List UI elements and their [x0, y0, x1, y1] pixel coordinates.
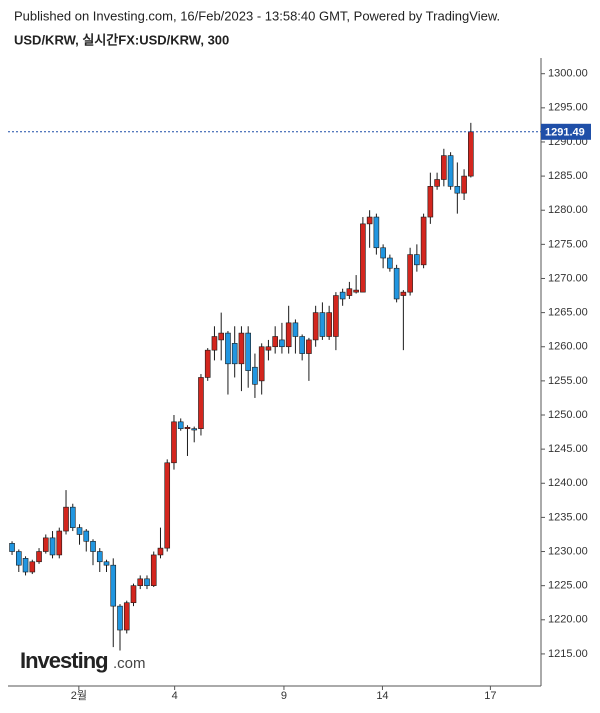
y-tick-label: 1240.00 — [548, 477, 588, 489]
candle-body — [204, 349, 211, 378]
candle-body — [137, 578, 144, 586]
candle-body — [292, 322, 299, 337]
candle-body — [447, 155, 454, 187]
candle-body — [225, 332, 231, 365]
candle-body — [285, 322, 292, 348]
candle-body — [198, 377, 204, 429]
candle-body — [312, 312, 319, 341]
x-tick-label: 9 — [281, 690, 287, 702]
candle-body — [90, 540, 96, 552]
candle-body — [339, 291, 346, 300]
y-tick-label: 1235.00 — [548, 511, 588, 523]
watermark-brand: Investing — [20, 648, 108, 673]
candle-body — [258, 346, 265, 382]
y-tick-label: 1275.00 — [548, 238, 588, 250]
x-tick-label: 2월 — [71, 689, 87, 702]
y-tick-label: 1285.00 — [548, 170, 588, 182]
candle-body — [245, 332, 251, 371]
y-tick-label: 1260.00 — [548, 341, 588, 353]
candle-body — [434, 179, 440, 187]
candle-body — [36, 551, 42, 563]
y-tick-label: 1255.00 — [548, 375, 588, 387]
candle-body — [265, 346, 272, 351]
candle-body — [326, 312, 332, 337]
y-tick-label: 1230.00 — [548, 545, 588, 557]
chart-subtitle: USD/KRW, 실시간FX:USD/KRW, 300 — [14, 32, 229, 47]
last-price-label: 1291.49 — [545, 127, 585, 139]
y-tick-label: 1245.00 — [548, 443, 588, 455]
y-tick-label: 1295.00 — [548, 102, 588, 114]
candle-body — [83, 530, 90, 542]
candle-body — [353, 289, 359, 293]
candle-body — [56, 530, 63, 556]
candle-body — [130, 585, 137, 604]
candle-body — [238, 332, 245, 365]
candle-body — [387, 257, 393, 269]
candle-body — [319, 312, 326, 337]
candle-body — [96, 551, 103, 563]
candle-body — [400, 291, 407, 296]
y-tick-label: 1270.00 — [548, 272, 588, 284]
candle-body — [177, 421, 184, 429]
candle-body — [407, 254, 413, 293]
candle-body — [144, 578, 150, 586]
y-tick-label: 1220.00 — [548, 614, 588, 626]
candle-body — [123, 602, 130, 631]
candle-body — [414, 254, 420, 266]
candle-body — [157, 547, 164, 556]
candle-body — [441, 155, 447, 180]
candle-body — [191, 428, 198, 431]
candle-body — [306, 339, 312, 354]
candle-body — [366, 216, 373, 225]
candle-body — [15, 551, 22, 566]
candle-body — [117, 605, 123, 631]
candle-body — [110, 564, 117, 607]
candle-body — [69, 506, 76, 528]
candle-body — [76, 527, 83, 535]
candle-body — [468, 131, 474, 177]
candle-body — [211, 336, 218, 351]
y-tick-label: 1225.00 — [548, 580, 588, 592]
y-tick-label: 1265.00 — [548, 307, 588, 319]
candle-body — [333, 295, 339, 337]
candle-body — [346, 288, 353, 296]
y-tick-label: 1215.00 — [548, 648, 588, 660]
candle-body — [279, 339, 285, 348]
candle-body — [171, 421, 177, 464]
x-tick-label: 4 — [172, 690, 178, 702]
candle-body — [461, 175, 467, 194]
candle-body — [380, 247, 386, 259]
candle-body — [150, 554, 157, 586]
candle-body — [22, 558, 29, 573]
x-tick-label: 17 — [484, 690, 496, 702]
y-tick-label: 1280.00 — [548, 204, 588, 216]
x-tick-label: 14 — [376, 690, 388, 702]
chart-title: Published on Investing.com, 16/Feb/2023 … — [14, 8, 500, 23]
candle-body — [29, 561, 36, 573]
candle-body — [184, 426, 191, 429]
candle-body — [103, 561, 110, 566]
y-tick-label: 1300.00 — [548, 68, 588, 80]
candle-body — [218, 332, 224, 341]
watermark-suffix: .com — [113, 655, 146, 672]
candle-body — [299, 336, 305, 354]
y-tick-label: 1250.00 — [548, 409, 588, 421]
candle-body — [454, 186, 461, 194]
candle-body — [393, 267, 400, 300]
candle-body — [427, 186, 434, 218]
candle-body — [420, 216, 427, 266]
candle-body — [42, 537, 49, 552]
candle-body — [272, 336, 278, 348]
candle-body — [373, 216, 380, 249]
candle-body — [252, 366, 258, 385]
last-price-box — [541, 123, 591, 140]
candle-body — [164, 462, 171, 549]
candle-body — [63, 506, 69, 532]
candle-body — [360, 223, 366, 293]
candle-body — [231, 343, 238, 365]
candle-body — [49, 537, 56, 556]
candle-body — [9, 543, 15, 552]
